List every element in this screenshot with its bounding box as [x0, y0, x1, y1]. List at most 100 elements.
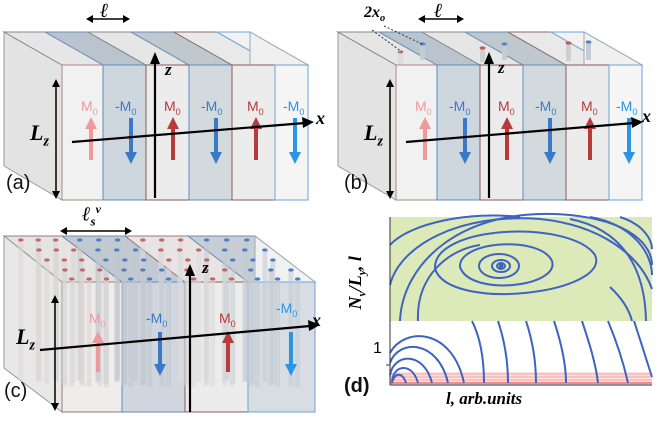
- arrowhead: [210, 152, 222, 164]
- vortex-cylinder: [420, 44, 425, 60]
- trajectory: [633, 320, 653, 378]
- arrowhead: [289, 152, 301, 164]
- trajectory: [416, 244, 481, 322]
- arrowhead: [125, 152, 137, 164]
- vortex-cylinder: [184, 270, 190, 386]
- vortex-cap: [501, 42, 508, 46]
- vortex-cap: [61, 258, 68, 262]
- vortex-cap: [221, 268, 228, 272]
- arrowhead: [285, 364, 297, 376]
- domain-width-label: ℓ: [434, 0, 443, 22]
- vortex-cap: [203, 258, 210, 262]
- arrowhead: [631, 117, 643, 128]
- arrowhead: [123, 15, 130, 23]
- trajectory: [609, 286, 633, 322]
- trajectory: [553, 320, 567, 384]
- slab-front-1: [61, 64, 104, 201]
- vortex-cylinder: [165, 279, 171, 387]
- vortex-cylinder: [210, 279, 216, 387]
- vortex-cap: [122, 258, 128, 262]
- vortex-cap: [35, 238, 42, 242]
- vortex-cylinder: [295, 279, 301, 387]
- trajectory: [471, 320, 485, 384]
- trajectory: [399, 212, 653, 322]
- vortex-cap: [158, 238, 165, 242]
- trajectory: [497, 320, 509, 384]
- vortex-cap: [18, 238, 24, 242]
- arrowhead: [459, 152, 471, 164]
- z-axis-label: z: [498, 58, 505, 77]
- arrowhead: [457, 15, 464, 23]
- vortex-cylinder: [97, 270, 103, 386]
- panel-a: ℓ Lz z x M0 -M0 M0 -M0 M0 -M0 (a): [0, 0, 330, 205]
- trajectory: [389, 217, 653, 290]
- arrowhead: [623, 152, 635, 164]
- arrowhead: [154, 364, 166, 376]
- vortex-cap: [103, 277, 110, 281]
- vortex-cap: [127, 277, 134, 281]
- vortex-cap: [177, 238, 184, 242]
- vortex-cap: [209, 277, 216, 281]
- magnetization-label: -M0: [115, 98, 137, 117]
- trajectory: [569, 218, 647, 322]
- trajectory: [389, 214, 521, 246]
- z-axis-label: z: [202, 258, 209, 277]
- vortex-cap: [221, 248, 228, 252]
- vortex-cap: [241, 248, 248, 252]
- vortex-cap: [294, 277, 301, 281]
- x-axis-label: x: [642, 106, 651, 126]
- vortex-cap: [113, 248, 120, 252]
- slab-front-5: [565, 64, 610, 201]
- panel-a-drawing: [2, 15, 314, 201]
- magnetization-label: M0: [219, 310, 236, 329]
- panel-label-c: (c): [4, 380, 28, 402]
- vortex-cylinder: [177, 250, 183, 382]
- trajectory: [391, 367, 419, 384]
- orbit: [496, 262, 506, 270]
- orbit-group: [433, 230, 598, 295]
- x-axis: [39, 324, 311, 352]
- arrowhead: [484, 52, 494, 64]
- magnetization-label: -M0: [146, 310, 168, 329]
- magnetization-label: M0: [247, 98, 264, 117]
- vortex-cap: [44, 258, 50, 262]
- x-axis-label: x: [312, 310, 321, 330]
- panel-d-plot: [386, 212, 653, 386]
- orbit: [433, 230, 598, 295]
- vortex-cap: [132, 248, 139, 252]
- arrowhead: [85, 117, 97, 129]
- vortex-cap: [77, 238, 83, 242]
- vortex-array: [18, 238, 301, 387]
- vortex-cap: [250, 258, 256, 262]
- y-tick-label: 1: [373, 340, 382, 357]
- arrowhead: [418, 15, 425, 23]
- vortex-cap: [86, 277, 92, 281]
- vortex-cap: [203, 238, 210, 242]
- vortex-cap: [185, 258, 191, 262]
- vortex-cap: [274, 277, 281, 281]
- vortex-cap: [176, 248, 183, 252]
- vortex-cap: [36, 248, 42, 252]
- vortex-cylinder: [586, 42, 591, 60]
- vortex-cap: [262, 248, 268, 252]
- vortex-cap: [397, 50, 404, 54]
- arrowhead: [222, 331, 234, 343]
- panel-c: ℓsv Lz z x M0 -M0 M0 -M0 (c): [0, 200, 340, 416]
- vortex-cap: [103, 258, 109, 262]
- panel-d: 1 Nv/Ly, l l, arb.units (d): [340, 205, 658, 416]
- vortex-cap: [247, 268, 254, 272]
- pink-band-fill: [390, 372, 652, 385]
- panel-b: 2xo ℓ Lz z x M0 -M0 M0 -M0 M0 -M0 (b): [334, 0, 658, 205]
- slab-front-5: [231, 64, 276, 201]
- vortex-cylinder: [222, 270, 228, 386]
- vortex-cap: [288, 268, 294, 272]
- vortex-cylinder: [86, 279, 92, 387]
- arrowhead: [386, 191, 394, 199]
- panel-label-b: (b): [344, 172, 369, 194]
- orbit: [491, 259, 511, 273]
- vortex-cylinder: [191, 279, 197, 387]
- arrowhead: [167, 117, 179, 129]
- arrowhead: [51, 295, 59, 303]
- vortex-cap: [78, 258, 85, 262]
- vortex-cylinder: [566, 43, 571, 61]
